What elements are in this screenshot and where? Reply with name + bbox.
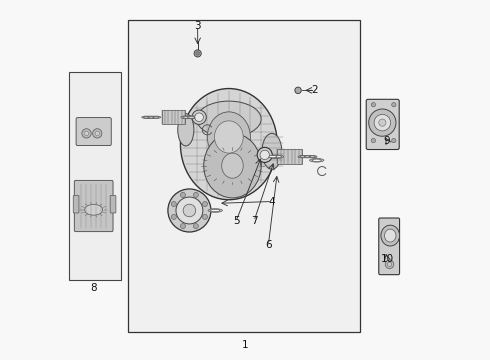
Ellipse shape: [192, 110, 206, 125]
Text: 10: 10: [380, 254, 393, 264]
Circle shape: [374, 114, 391, 131]
Circle shape: [368, 109, 396, 136]
Ellipse shape: [183, 116, 190, 118]
Ellipse shape: [310, 156, 315, 157]
Ellipse shape: [180, 89, 277, 200]
Ellipse shape: [151, 116, 161, 118]
Circle shape: [379, 119, 386, 126]
Text: 8: 8: [90, 283, 97, 293]
FancyBboxPatch shape: [366, 99, 399, 149]
Circle shape: [392, 103, 396, 107]
Ellipse shape: [257, 147, 272, 162]
Ellipse shape: [148, 117, 154, 118]
Circle shape: [202, 202, 207, 207]
Circle shape: [82, 129, 91, 138]
Ellipse shape: [260, 150, 270, 159]
Ellipse shape: [310, 158, 324, 162]
Circle shape: [194, 192, 198, 197]
Circle shape: [371, 103, 375, 107]
Ellipse shape: [303, 156, 312, 158]
Text: 1: 1: [242, 340, 248, 350]
Text: 5: 5: [233, 216, 239, 226]
Circle shape: [93, 129, 102, 138]
Ellipse shape: [211, 209, 220, 212]
Ellipse shape: [312, 159, 321, 161]
Circle shape: [295, 87, 301, 94]
Circle shape: [95, 131, 99, 135]
Ellipse shape: [271, 155, 284, 158]
Circle shape: [180, 224, 186, 229]
Ellipse shape: [186, 116, 197, 119]
Ellipse shape: [308, 156, 317, 158]
FancyBboxPatch shape: [73, 195, 79, 213]
Ellipse shape: [221, 153, 243, 178]
Text: 3: 3: [195, 21, 201, 31]
Ellipse shape: [273, 156, 282, 158]
Circle shape: [172, 215, 176, 220]
Ellipse shape: [381, 225, 399, 246]
Circle shape: [84, 131, 89, 135]
Text: 7: 7: [251, 216, 257, 226]
Ellipse shape: [300, 156, 306, 157]
FancyBboxPatch shape: [76, 118, 111, 145]
Ellipse shape: [204, 134, 261, 198]
Bar: [162, 111, 185, 124]
Ellipse shape: [269, 156, 277, 158]
Ellipse shape: [178, 114, 194, 146]
Text: 6: 6: [265, 240, 271, 250]
Circle shape: [172, 202, 176, 207]
Ellipse shape: [262, 134, 282, 169]
Circle shape: [196, 51, 199, 55]
Ellipse shape: [85, 204, 102, 215]
Ellipse shape: [196, 101, 261, 137]
FancyBboxPatch shape: [379, 218, 399, 275]
Text: 9: 9: [384, 136, 391, 145]
Ellipse shape: [144, 117, 149, 118]
Ellipse shape: [147, 116, 156, 118]
Ellipse shape: [266, 155, 279, 158]
Circle shape: [388, 262, 392, 266]
Circle shape: [180, 192, 186, 197]
Circle shape: [371, 138, 375, 143]
Circle shape: [202, 215, 207, 220]
Ellipse shape: [195, 113, 203, 122]
Ellipse shape: [385, 229, 396, 242]
Bar: [277, 149, 302, 164]
Ellipse shape: [188, 116, 195, 118]
Circle shape: [194, 50, 201, 57]
Ellipse shape: [207, 112, 250, 162]
FancyBboxPatch shape: [74, 180, 113, 231]
Circle shape: [392, 138, 396, 143]
Ellipse shape: [183, 204, 196, 217]
Ellipse shape: [304, 156, 310, 157]
Ellipse shape: [176, 197, 203, 224]
Ellipse shape: [298, 156, 307, 158]
Ellipse shape: [168, 189, 211, 232]
Circle shape: [385, 260, 394, 269]
Text: 4: 4: [269, 197, 275, 207]
Ellipse shape: [142, 116, 151, 118]
Ellipse shape: [215, 121, 243, 153]
Ellipse shape: [208, 209, 222, 212]
Bar: [69, 72, 122, 280]
Ellipse shape: [153, 117, 159, 118]
Text: 2: 2: [312, 85, 318, 95]
Ellipse shape: [181, 116, 192, 119]
Circle shape: [194, 224, 198, 229]
FancyBboxPatch shape: [110, 195, 116, 213]
Bar: [128, 21, 360, 332]
